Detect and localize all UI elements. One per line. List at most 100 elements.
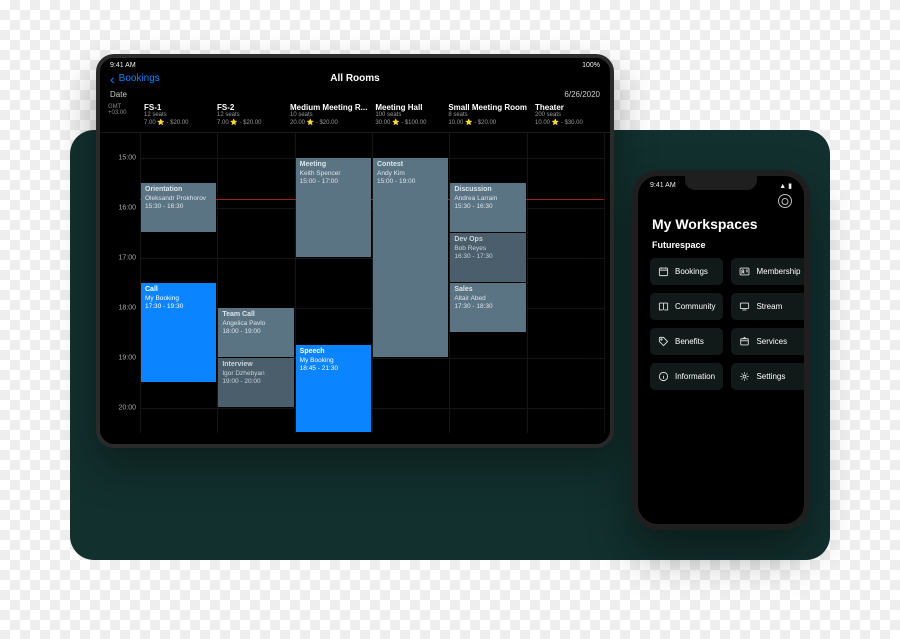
room-price: 30.00 ⭐ - $100.00: [375, 120, 440, 128]
event-person: My Booking: [145, 295, 212, 303]
gear-icon: [739, 371, 750, 382]
menu-item-information[interactable]: Information: [650, 363, 723, 390]
event-time: 15:00 - 19:00: [377, 178, 444, 186]
event-time: 15:30 - 16:30: [454, 203, 521, 211]
box-icon: [739, 336, 750, 347]
event-title: Dev Ops: [454, 236, 521, 244]
calendar-event[interactable]: ContestAndy Kim15:00 - 19:00: [373, 158, 448, 357]
calendar-event[interactable]: InterviewIgor Dzhebyan19:00 - 20:00: [218, 358, 293, 407]
room-column-header[interactable]: Medium Meeting R...10 seats20.00 ⭐ - $20…: [286, 101, 371, 132]
calendar-event[interactable]: SpeechMy Booking18:45 - 21:30: [296, 345, 371, 432]
calendar-event[interactable]: Dev OpsBob Reyes16:30 - 17:30: [450, 233, 525, 282]
event-person: Igor Dzhebyan: [222, 370, 289, 378]
menu-label: Information: [675, 372, 715, 381]
calendar-event[interactable]: MeetingKeith Spencer15:00 - 17:00: [296, 158, 371, 257]
calendar-event[interactable]: DiscussionAndrea Larrain15:30 - 16:30: [450, 183, 525, 232]
date-label: Date: [110, 90, 127, 99]
hour-label: 18:00: [118, 304, 136, 311]
event-title: Discussion: [454, 186, 521, 194]
back-button[interactable]: Bookings: [110, 73, 160, 84]
room-price: 7.00 ⭐ - $20.00: [217, 120, 282, 128]
profile-icon[interactable]: [778, 194, 792, 208]
menu-item-community[interactable]: Community: [650, 293, 723, 320]
event-time: 19:00 - 20:00: [222, 378, 289, 386]
status-time: 9:41 AM: [650, 182, 676, 190]
room-column-header[interactable]: FS-112 seats7.00 ⭐ - $20.00: [140, 101, 213, 132]
back-label: Bookings: [119, 73, 160, 84]
menu-item-services[interactable]: Services: [731, 328, 808, 355]
menu-label: Community: [675, 302, 715, 311]
phone-notch: [685, 176, 757, 190]
room-price: 10.00 ⭐ - $30.00: [535, 120, 600, 128]
hour-label: 19:00: [118, 354, 136, 361]
status-icons: ▲ ▮: [779, 182, 792, 190]
room-track[interactable]: OrientationOleksandr Prokhorov15:30 - 16…: [140, 133, 217, 433]
time-column: 15:0016:0017:0018:0019:0020:00: [106, 133, 140, 433]
room-track[interactable]: [527, 133, 604, 433]
calendar-event[interactable]: CallMy Booking17:30 - 19:30: [141, 283, 216, 382]
room-track[interactable]: MeetingKeith Spencer15:00 - 17:00SpeechM…: [295, 133, 372, 433]
event-person: Altair Abed: [454, 295, 521, 303]
status-time: 9:41 AM: [110, 62, 136, 69]
menu-label: Benefits: [675, 337, 704, 346]
tablet-status-bar: 9:41 AM 100%: [100, 58, 610, 71]
event-time: 17:30 - 19:30: [145, 303, 212, 311]
room-seats: 12 seats: [217, 112, 282, 120]
menu-item-benefits[interactable]: Benefits: [650, 328, 723, 355]
hour-label: 16:00: [118, 204, 136, 211]
calendar-event[interactable]: SalesAltair Abed17:30 - 18:30: [450, 283, 525, 332]
book-icon: [658, 301, 669, 312]
calendar-event[interactable]: Team CallAngelica Pavlo18:00 - 19:00: [218, 308, 293, 357]
room-price: 10.00 ⭐ - $20.00: [448, 120, 527, 128]
event-person: Keith Spencer: [300, 170, 367, 178]
menu-label: Membership: [756, 267, 800, 276]
menu-item-stream[interactable]: Stream: [731, 293, 808, 320]
hour-label: 20:00: [118, 404, 136, 411]
menu-label: Bookings: [675, 267, 708, 276]
event-title: Interview: [222, 361, 289, 369]
room-track[interactable]: ContestAndy Kim15:00 - 19:00: [372, 133, 449, 433]
room-track[interactable]: DiscussionAndrea Larrain15:30 - 16:30Dev…: [449, 133, 526, 433]
status-right: 100%: [582, 62, 600, 69]
event-title: Orientation: [145, 186, 212, 194]
schedule-grid[interactable]: 15:0016:0017:0018:0019:0020:00 Orientati…: [100, 133, 610, 433]
tv-icon: [739, 301, 750, 312]
info-icon: [658, 371, 669, 382]
event-title: Sales: [454, 286, 521, 294]
rooms-header: GMT +03:00 FS-112 seats7.00 ⭐ - $20.00FS…: [100, 101, 610, 133]
room-price: 7.00 ⭐ - $20.00: [144, 120, 209, 128]
date-value[interactable]: 6/26/2020: [564, 90, 600, 99]
menu-item-membership[interactable]: Membership: [731, 258, 808, 285]
room-name: Theater: [535, 103, 600, 112]
menu-item-bookings[interactable]: Bookings: [650, 258, 723, 285]
event-time: 18:00 - 19:00: [222, 328, 289, 336]
calendar-event[interactable]: OrientationOleksandr Prokhorov15:30 - 16…: [141, 183, 216, 232]
room-track[interactable]: Team CallAngelica Pavlo18:00 - 19:00Inte…: [217, 133, 294, 433]
hour-label: 15:00: [118, 154, 136, 161]
room-column-header[interactable]: FS-212 seats7.00 ⭐ - $20.00: [213, 101, 286, 132]
timezone-cell: GMT +03:00: [106, 101, 140, 132]
page-title: All Rooms: [330, 73, 379, 84]
event-title: Meeting: [300, 161, 367, 169]
phone-device: 9:41 AM ▲ ▮ My Workspaces Futurespace Bo…: [632, 170, 810, 530]
menu-item-settings[interactable]: Settings: [731, 363, 808, 390]
room-price: 20.00 ⭐ - $20.00: [290, 120, 367, 128]
room-name: Medium Meeting R...: [290, 103, 367, 112]
room-seats: 100 seats: [375, 112, 440, 120]
menu-grid: BookingsMembershipCommunityStreamBenefit…: [638, 258, 804, 390]
event-time: 16:30 - 17:30: [454, 253, 521, 261]
room-seats: 200 seats: [535, 112, 600, 120]
room-seats: 12 seats: [144, 112, 209, 120]
tablet-device: 9:41 AM 100% Bookings All Rooms Date 6/2…: [96, 54, 614, 448]
workspace-name: Futurespace: [638, 240, 804, 258]
room-name: Small Meeting Room: [448, 103, 527, 112]
event-title: Speech: [300, 348, 367, 356]
tablet-nav: Bookings All Rooms: [100, 71, 610, 90]
tag-icon: [658, 336, 669, 347]
room-column-header[interactable]: Small Meeting Room8 seats10.00 ⭐ - $20.0…: [444, 101, 531, 132]
event-title: Call: [145, 286, 212, 294]
event-title: Team Call: [222, 311, 289, 319]
event-person: Oleksandr Prokhorov: [145, 195, 212, 203]
room-column-header[interactable]: Theater200 seats10.00 ⭐ - $30.00: [531, 101, 604, 132]
room-column-header[interactable]: Meeting Hall100 seats30.00 ⭐ - $100.00: [371, 101, 444, 132]
